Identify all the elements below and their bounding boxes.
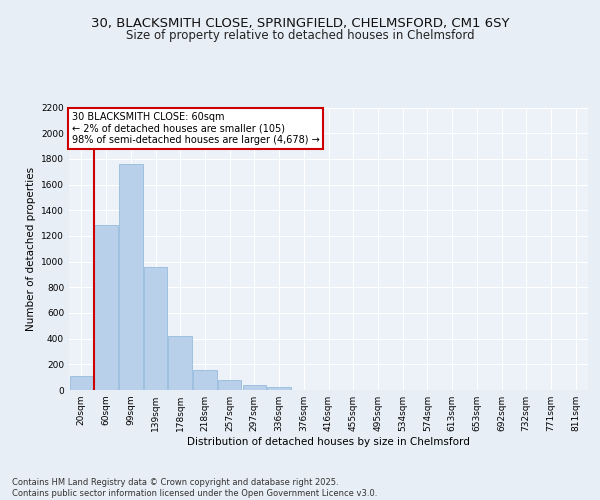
Bar <box>218 380 241 390</box>
Bar <box>119 164 143 390</box>
Y-axis label: Number of detached properties: Number of detached properties <box>26 166 35 331</box>
Bar <box>144 266 167 390</box>
Bar <box>169 336 192 390</box>
Bar <box>94 225 118 390</box>
Text: 30, BLACKSMITH CLOSE, SPRINGFIELD, CHELMSFORD, CM1 6SY: 30, BLACKSMITH CLOSE, SPRINGFIELD, CHELM… <box>91 18 509 30</box>
Bar <box>70 376 93 390</box>
Text: Size of property relative to detached houses in Chelmsford: Size of property relative to detached ho… <box>125 29 475 42</box>
Text: Contains HM Land Registry data © Crown copyright and database right 2025.
Contai: Contains HM Land Registry data © Crown c… <box>12 478 377 498</box>
Bar <box>242 385 266 390</box>
Text: 30 BLACKSMITH CLOSE: 60sqm
← 2% of detached houses are smaller (105)
98% of semi: 30 BLACKSMITH CLOSE: 60sqm ← 2% of detac… <box>71 112 319 145</box>
X-axis label: Distribution of detached houses by size in Chelmsford: Distribution of detached houses by size … <box>187 437 470 447</box>
Bar <box>268 387 291 390</box>
Bar <box>193 370 217 390</box>
